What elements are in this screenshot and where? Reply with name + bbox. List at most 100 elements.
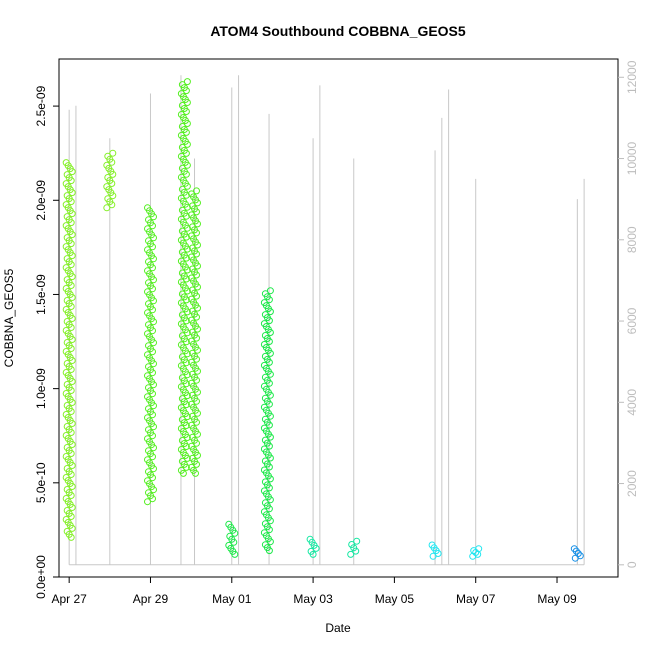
data-point — [231, 529, 239, 537]
data-point — [68, 504, 76, 511]
data-point — [149, 474, 156, 482]
data-point — [68, 210, 76, 218]
data-point — [266, 329, 274, 336]
data-point — [194, 283, 201, 291]
data-point — [193, 418, 200, 426]
y-tick-label: 2.5e-09 — [34, 85, 48, 126]
data-point — [67, 240, 75, 248]
y2-axis: 0 2000 4000 6000 8000 10000 12000 — [618, 60, 639, 568]
data-point — [183, 287, 191, 295]
data-point — [149, 243, 156, 251]
data-point — [182, 149, 190, 157]
data-point — [193, 292, 200, 300]
data-point — [150, 444, 157, 452]
data-point — [68, 252, 76, 260]
data-point — [68, 294, 76, 301]
data-point — [67, 408, 75, 415]
data-point — [150, 276, 157, 284]
data-point — [68, 378, 76, 385]
data-point — [571, 554, 579, 562]
data-point — [265, 484, 273, 492]
data-point — [67, 387, 75, 394]
data-point — [103, 204, 111, 212]
data-point — [194, 304, 201, 312]
data-point — [149, 432, 156, 440]
y2-tick-label: 6000 — [625, 307, 639, 334]
data-point — [182, 317, 190, 325]
data-point — [266, 287, 274, 295]
data-point — [183, 203, 191, 211]
data-point — [150, 255, 157, 263]
x-tick-label: May 07 — [456, 592, 496, 606]
data-point — [192, 469, 199, 477]
data-point — [67, 282, 75, 289]
data-point — [67, 450, 75, 457]
data-point — [150, 360, 157, 368]
data-point — [67, 261, 75, 269]
data-point — [67, 513, 75, 520]
data-point — [149, 348, 156, 356]
data-point — [231, 550, 239, 558]
data-point — [150, 465, 157, 473]
data-point — [182, 401, 190, 409]
data-point — [193, 187, 200, 195]
data-point — [183, 78, 191, 86]
data-point — [183, 329, 191, 337]
y-tick-label: 0.0e+00 — [34, 555, 48, 599]
data-point — [182, 380, 190, 388]
data-point — [193, 334, 200, 342]
data-point — [193, 460, 200, 468]
data-point — [193, 313, 200, 321]
x-axis: Apr 27 Apr 29 May 01 May 03 May 05 May 07 May … — [51, 577, 577, 606]
data-point — [108, 180, 116, 187]
data-point — [352, 547, 360, 555]
data-point — [109, 149, 117, 157]
plot-frame — [58, 58, 619, 578]
data-point — [194, 241, 201, 249]
data-point — [68, 315, 76, 322]
y2-tick-label: 8000 — [625, 226, 639, 253]
data-point — [150, 234, 157, 242]
data-point — [149, 327, 156, 335]
data-point — [67, 345, 75, 352]
data-point — [144, 498, 151, 506]
data-point — [149, 222, 156, 230]
data-point — [194, 199, 201, 207]
data-point — [266, 496, 274, 504]
data-point — [149, 411, 156, 419]
data-point — [182, 87, 190, 95]
data-point — [179, 469, 187, 477]
data-point — [265, 296, 273, 304]
x-tick-label: Apr 29 — [133, 592, 169, 606]
data-point — [182, 254, 190, 262]
data-point — [265, 317, 273, 325]
y2-tick-label: 2000 — [625, 470, 639, 497]
data-point — [266, 391, 274, 399]
data-point — [266, 433, 274, 441]
data-point — [194, 409, 201, 417]
data-point — [193, 271, 200, 279]
data-point — [67, 429, 75, 436]
data-point — [265, 526, 273, 534]
y2-tick-label: 10000 — [625, 141, 639, 175]
data-point — [183, 224, 191, 232]
data-point — [108, 201, 116, 209]
data-point — [67, 492, 75, 499]
data-point — [183, 266, 191, 274]
data-point — [67, 366, 75, 373]
x-tick-label: May 03 — [293, 592, 333, 606]
chart-title: ATOM4 Southbound COBBNA_GEOS5 — [210, 23, 466, 39]
data-point — [193, 439, 200, 447]
data-point — [265, 421, 273, 429]
data-point — [183, 182, 191, 190]
data-point — [265, 547, 273, 555]
data-point — [68, 273, 76, 281]
data-point — [183, 140, 191, 148]
data-point — [150, 318, 157, 326]
data-point — [68, 524, 76, 532]
secondary-series — [68, 75, 585, 566]
data-point — [194, 451, 201, 459]
data-point — [149, 264, 156, 272]
data-point — [67, 324, 75, 331]
